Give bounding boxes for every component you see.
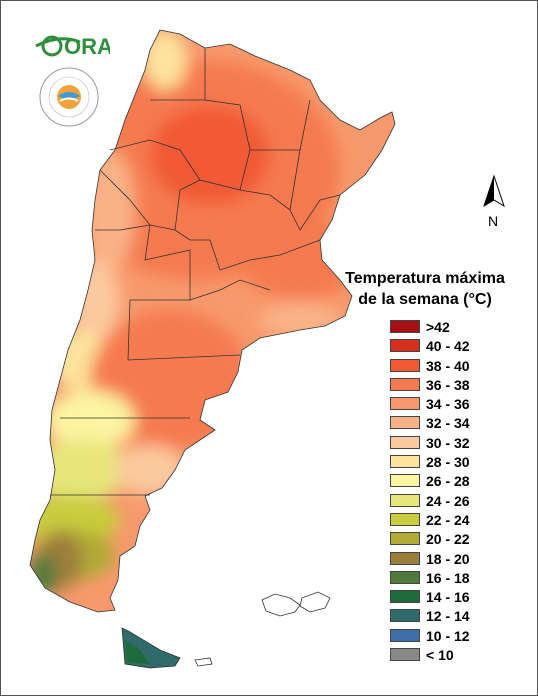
- malvinas-islands: [261, 591, 331, 617]
- legend-label: 32 - 34: [426, 415, 470, 432]
- province-borders: [29, 29, 396, 613]
- legend-swatch: [390, 358, 420, 372]
- legend-title-line2: de la semana (°C): [358, 291, 492, 308]
- legend-label: 28 - 30: [426, 454, 470, 471]
- north-arrow: N: [483, 174, 505, 229]
- legend-label: 30 - 32: [426, 434, 470, 451]
- ora-logo-text: ORA: [64, 34, 110, 59]
- smn-seal: [39, 67, 99, 127]
- legend-swatch: [390, 377, 420, 391]
- north-label: N: [488, 213, 498, 229]
- legend-title-line1: Temperatura máxima: [345, 270, 505, 287]
- legend-label: >42: [426, 319, 450, 335]
- legend-swatch: [390, 474, 420, 488]
- legend-swatch: [390, 551, 420, 565]
- legend: Temperatura máxima de la semana (°C) >42…: [340, 268, 530, 663]
- legend-label: 14 - 16: [426, 589, 470, 606]
- tierra-del-fuego-south: [125, 640, 150, 664]
- legend-swatch: [390, 532, 420, 546]
- legend-swatch: [390, 455, 420, 469]
- legend-label: 38 - 40: [426, 357, 470, 374]
- legend-swatch: [390, 648, 420, 662]
- legend-swatch: [390, 512, 420, 526]
- legend-swatch: [390, 320, 420, 333]
- legend-swatch: [390, 590, 420, 604]
- legend-label: 24 - 26: [426, 492, 470, 509]
- legend-label: 22 - 24: [426, 511, 470, 528]
- legend-swatch: [390, 570, 420, 584]
- legend-label: 12 - 14: [426, 608, 470, 625]
- isla-de-los-estados: [194, 657, 213, 667]
- legend-swatch: [390, 609, 420, 623]
- legend-label: 16 - 18: [426, 569, 470, 586]
- legend-label: 40 - 42: [426, 338, 470, 355]
- legend-swatch: [390, 628, 420, 642]
- legend-swatch: [390, 416, 420, 430]
- legend-swatch: [390, 493, 420, 507]
- legend-label: 36 - 38: [426, 376, 470, 393]
- ora-logo: ORA: [35, 34, 110, 59]
- legend-label: < 10: [426, 647, 454, 664]
- legend-swatch: [390, 397, 420, 411]
- legend-label: 10 - 12: [426, 627, 470, 644]
- legend-swatch: [390, 339, 420, 353]
- legend-swatch: [390, 435, 420, 449]
- legend-label: 20 - 22: [426, 531, 470, 548]
- legend-title: Temperatura máxima de la semana (°C): [340, 268, 510, 310]
- legend-label: 18 - 20: [426, 550, 470, 567]
- legend-label: 26 - 28: [426, 473, 470, 490]
- legend-label: 34 - 36: [426, 396, 470, 413]
